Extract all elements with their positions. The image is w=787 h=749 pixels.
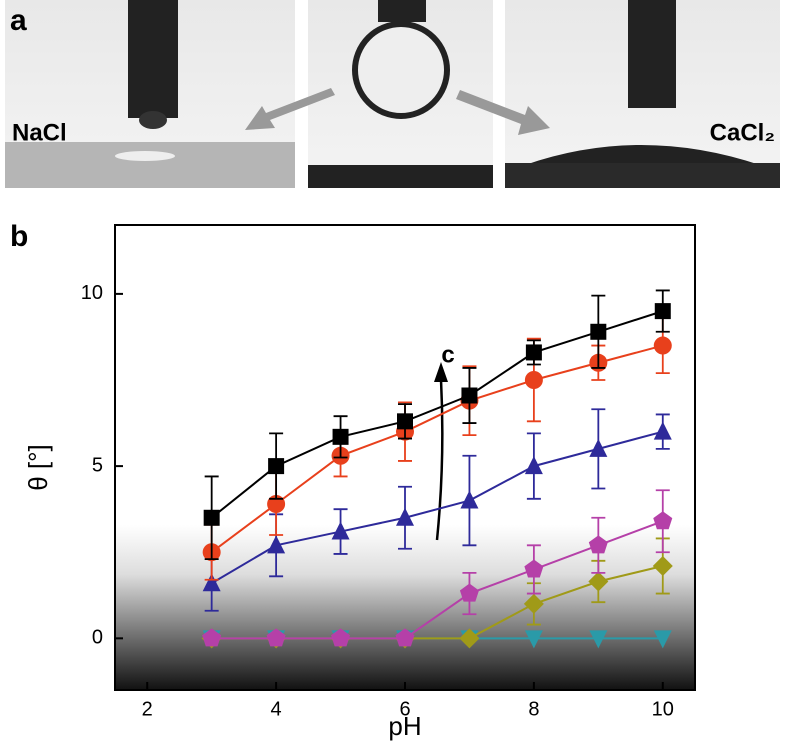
x-tick-label: 2 (142, 698, 153, 720)
marker (653, 511, 673, 530)
substrate (5, 142, 295, 188)
y-axis-label: θ [°] (23, 444, 53, 491)
annotation-arrowhead (434, 362, 448, 382)
annotation-arrow (435, 379, 444, 541)
marker (332, 428, 349, 445)
series-line (211, 310, 664, 519)
needle (378, 0, 426, 22)
needle (128, 0, 178, 118)
marker (652, 556, 673, 576)
marker (525, 344, 542, 361)
marker (589, 630, 608, 649)
series-line (211, 430, 664, 585)
photos: NaCl CaCl₂ a (5, 0, 780, 188)
photo-label: NaCl (12, 119, 67, 146)
marker (461, 387, 478, 404)
marker (460, 490, 479, 509)
arrow (245, 88, 335, 130)
marker (395, 628, 415, 647)
marker (524, 456, 543, 475)
marker (202, 573, 221, 592)
marker (654, 303, 671, 320)
series-line (211, 520, 664, 640)
marker (266, 628, 286, 647)
marker (524, 371, 543, 389)
y-tick-label: 10 (81, 282, 103, 304)
marker (653, 630, 672, 649)
marker (459, 583, 479, 602)
drop (352, 21, 450, 119)
marker (589, 438, 608, 457)
plot-background (115, 525, 695, 690)
annotation: c (441, 341, 454, 368)
x-tick-label: 8 (528, 698, 539, 720)
y-tick-label: 0 (92, 627, 103, 649)
plot: 2 4 6 8 10 0 5 10 pH θ [°] c (23, 224, 696, 741)
panel-label: a (10, 4, 27, 37)
drop (525, 145, 760, 165)
marker (203, 509, 220, 526)
marker (524, 559, 544, 578)
marker (653, 421, 672, 440)
arrow (456, 90, 550, 135)
drop (139, 111, 167, 129)
marker (331, 628, 351, 647)
marker (588, 571, 609, 592)
series-line (211, 344, 664, 554)
marker (523, 593, 544, 614)
x-axis-label: pH (388, 711, 421, 741)
marker (524, 630, 543, 649)
panel-label: b (10, 220, 28, 253)
marker (397, 413, 413, 430)
needle (628, 0, 676, 108)
marker (267, 535, 286, 554)
marker (396, 507, 414, 526)
marker (653, 336, 672, 355)
y-tick-label: 5 (92, 454, 103, 476)
photo-label: CaCl₂ (710, 119, 775, 146)
marker (588, 535, 608, 554)
substrate (505, 163, 780, 188)
x-tick-label: 6 (399, 698, 410, 720)
marker (268, 458, 285, 475)
marker (202, 628, 222, 647)
marker (331, 521, 350, 540)
drop (115, 151, 175, 161)
substrate (308, 165, 493, 188)
marker (459, 628, 480, 649)
x-tick-label: 10 (652, 698, 674, 720)
x-tick-label: 4 (271, 698, 282, 720)
marker (590, 323, 607, 340)
